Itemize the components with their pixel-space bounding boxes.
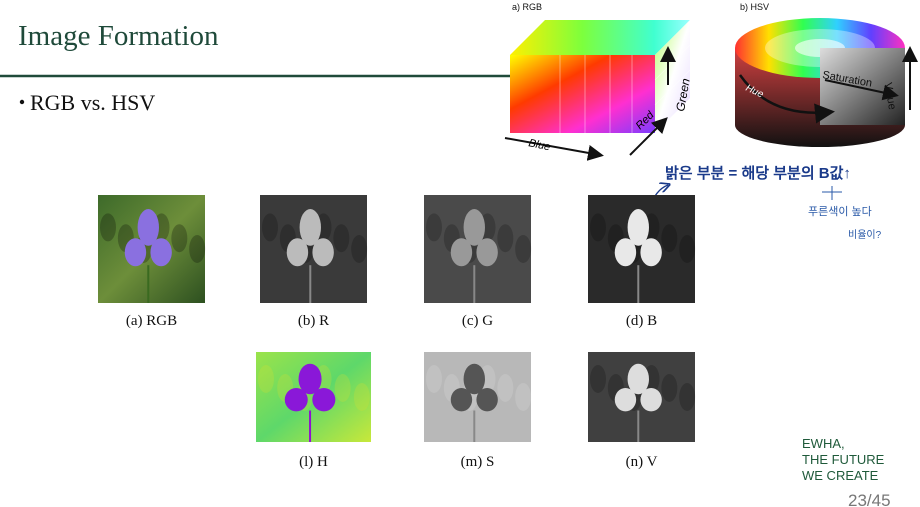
panel-caption: (b) R (298, 313, 329, 329)
image-panel: (n) V (588, 352, 696, 470)
annotation-text: 비율이? (848, 229, 882, 241)
hsv-label: b) HSV (740, 2, 769, 12)
foliage (189, 235, 206, 263)
foliage (497, 224, 514, 253)
rgb-cube (504, 20, 691, 161)
flower-petal (463, 209, 485, 246)
flower-petal (450, 238, 473, 267)
bullet-dot (19, 99, 25, 105)
image-panel: (c) G (424, 195, 532, 329)
foliage (497, 374, 514, 402)
image-panel: (a) RGB (98, 195, 206, 329)
flower-petal (627, 209, 649, 246)
slide-title: Image Formation (18, 20, 219, 52)
foliage (334, 374, 351, 402)
panel-caption: (l) H (299, 454, 328, 470)
image-panel: (b) R (260, 195, 368, 329)
flower-petal (137, 209, 159, 246)
cylinder-axis-label: Value (882, 82, 899, 111)
image-panel: (l) H (256, 352, 371, 470)
foliage (515, 235, 532, 263)
flower-petal (284, 388, 308, 412)
image-panel: (m) S (424, 352, 532, 470)
flower-petal (312, 388, 336, 412)
flower-petal (150, 238, 172, 267)
flower-petal (450, 388, 473, 412)
panel-grid: (a) RGB (b) R (c) G (d) B (l) H (m) S (n) V (98, 195, 696, 470)
flower-petal (463, 363, 485, 395)
annotation-text: 밝은 부분 = 해당 부분의 B값↑ (665, 164, 851, 182)
flower-petal (640, 388, 662, 412)
flower-petal (640, 238, 662, 267)
flower-petal (614, 238, 637, 267)
image-panel: (d) B (588, 195, 696, 329)
logo-line: EWHA, (802, 436, 845, 451)
flower-petal (476, 388, 498, 412)
rgb-label: a) RGB (512, 2, 542, 12)
foliage (426, 213, 442, 242)
flower-petal (312, 238, 334, 267)
foliage (333, 224, 350, 253)
hsv-cylinder (735, 18, 918, 147)
page-number: 23/45 (848, 491, 891, 507)
foliage (679, 235, 696, 263)
panel-caption: (m) S (461, 454, 495, 470)
foliage (262, 213, 278, 242)
panel-caption: (d) B (626, 313, 657, 329)
flower-petal (476, 238, 498, 267)
panel-caption: (n) V (626, 454, 658, 470)
logo-line: WE CREATE (802, 468, 879, 483)
flower-petal (298, 363, 322, 395)
panel-caption: (c) G (462, 313, 493, 329)
foliage (515, 383, 532, 411)
foliage (426, 365, 442, 393)
foliage (100, 213, 116, 242)
flower-petal (286, 238, 309, 267)
bullet-text: RGB vs. HSV (30, 90, 155, 115)
cube-axis-label: Green (673, 77, 693, 113)
foliage (351, 235, 368, 263)
annotation-text: 푸른색이 높다 (808, 205, 872, 218)
flower-petal (627, 363, 649, 395)
foliage (661, 374, 678, 402)
panel-caption: (a) RGB (126, 313, 177, 329)
logo-line: THE FUTURE (802, 452, 885, 467)
flower-petal (124, 238, 147, 267)
foliage (171, 224, 188, 253)
foliage (353, 383, 370, 411)
annotation: 밝은 부분 = 해당 부분의 B값↑ 푸른색이 높다 비율이? (649, 164, 882, 241)
foliage (258, 365, 274, 393)
flower-petal (614, 388, 637, 412)
foliage (590, 365, 606, 393)
foliage (661, 224, 678, 253)
cube-axis-label: Blue (527, 137, 551, 153)
flower-petal (299, 209, 321, 246)
foliage (590, 213, 606, 242)
foliage (679, 383, 696, 411)
